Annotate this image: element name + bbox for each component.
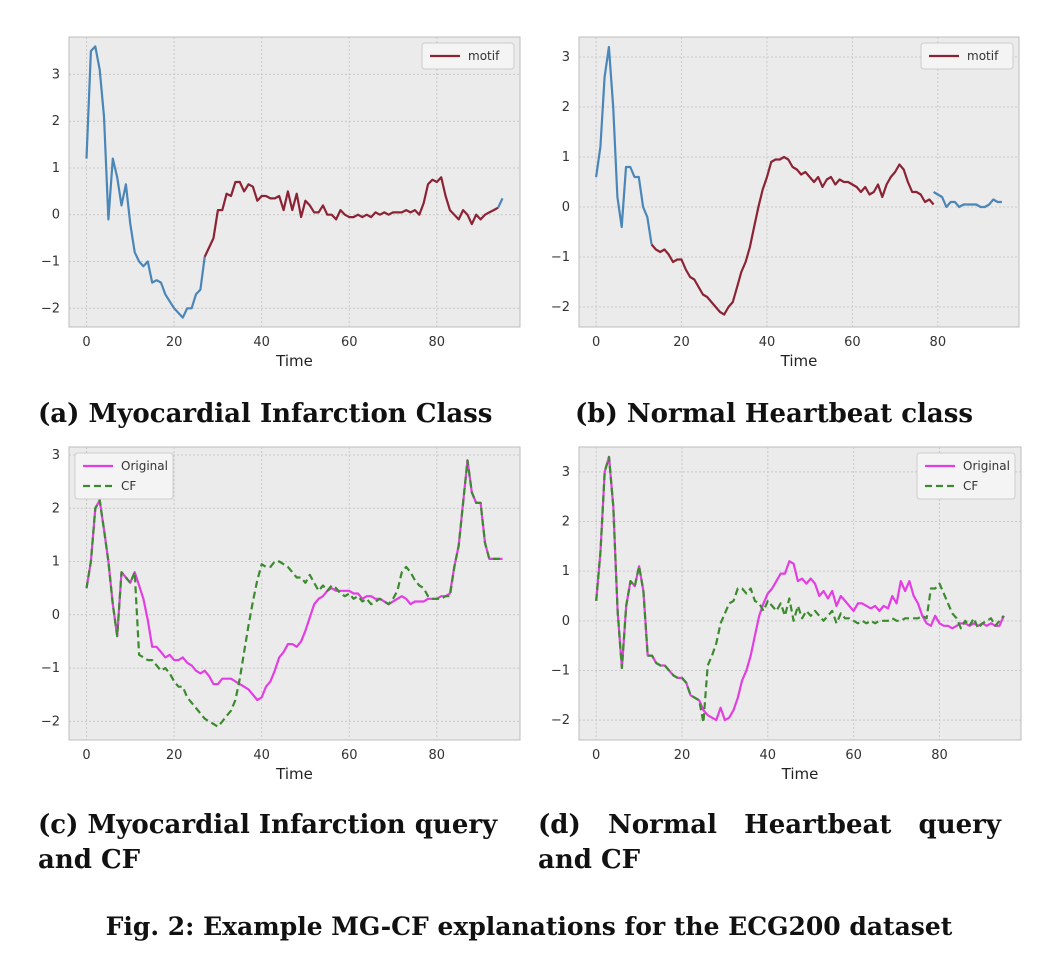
series-line-full — [497, 197, 504, 209]
legend-box — [920, 42, 1014, 70]
chart-panel-c: 0 20 40 60 80 −2 −1 0 1 2 3 Time Original CF — [0, 435, 529, 795]
y-tick-label: 0 — [562, 200, 570, 215]
legend-label: Original — [121, 459, 168, 473]
y-tick-label: 2 — [52, 114, 60, 129]
x-tick-label: 20 — [166, 335, 183, 350]
x-tick-label: 80 — [429, 335, 446, 350]
x-tick-label: 0 — [82, 335, 90, 350]
y-tick-label: 3 — [562, 50, 570, 65]
y-tick-label: 0 — [52, 608, 60, 623]
x-tick-label: 60 — [845, 748, 862, 763]
chart-d: 0 20 40 60 80 −2 −1 0 1 2 3 Time Original CF — [551, 446, 1022, 783]
y-tick-label: −1 — [551, 663, 570, 678]
x-axis-label: Time — [781, 765, 819, 783]
caption-d-line1: (d) Normal Heartbeat query — [538, 810, 1001, 840]
y-tick-label: 3 — [52, 67, 60, 82]
legend-box — [74, 452, 174, 500]
y-tick-label: 1 — [52, 555, 60, 570]
chart-panel-a: 0 20 40 60 80 −2 −1 0 1 2 3 Time motif — [0, 0, 529, 385]
caption-d-line2: and CF — [538, 845, 641, 875]
x-axis-label: Time — [275, 765, 313, 783]
legend-label: Original — [963, 459, 1010, 473]
x-axis-label: Time — [275, 352, 313, 370]
x-tick-label: 60 — [844, 335, 861, 350]
y-tick-label: −1 — [41, 661, 60, 676]
x-tick-label: 40 — [759, 335, 776, 350]
chart-b: 0 20 40 60 80 −2 −1 0 1 2 3 Time motif — [551, 36, 1020, 370]
legend-box — [421, 42, 515, 70]
y-tick-label: 2 — [562, 100, 570, 115]
x-tick-label: 80 — [930, 335, 947, 350]
y-tick-label: −2 — [551, 713, 570, 728]
plot-area — [68, 36, 521, 328]
x-tick-label: 0 — [592, 748, 600, 763]
y-tick-label: −1 — [551, 250, 570, 265]
series-line-cf — [595, 455, 1005, 724]
legend-label: CF — [121, 479, 136, 493]
legend-label: motif — [967, 49, 999, 63]
x-tick-label: 80 — [429, 748, 446, 763]
caption-a: (a) Myocardial Infarction Class — [38, 399, 493, 429]
caption-b: (b) Normal Heartbeat class — [575, 399, 974, 429]
series-line-full — [85, 45, 206, 319]
y-tick-label: 2 — [562, 514, 570, 529]
x-tick-label: 20 — [166, 748, 183, 763]
x-tick-label: 60 — [341, 748, 358, 763]
y-tick-label: 0 — [52, 208, 60, 223]
y-tick-label: −2 — [41, 714, 60, 729]
x-tick-label: 40 — [760, 748, 777, 763]
y-tick-label: 1 — [52, 161, 60, 176]
series-line-full — [595, 45, 653, 245]
y-tick-label: −2 — [41, 301, 60, 316]
series-line-motif — [203, 176, 499, 258]
x-tick-label: 20 — [674, 748, 691, 763]
series-line-original — [595, 455, 1005, 722]
x-tick-label: 60 — [341, 335, 358, 350]
y-tick-label: 1 — [562, 150, 570, 165]
y-tick-label: 3 — [562, 465, 570, 480]
series-line-cf — [85, 459, 503, 728]
y-tick-label: 1 — [562, 564, 570, 579]
caption-c-line2: and CF — [38, 845, 141, 875]
caption-c-line1: (c) Myocardial Infarction query — [38, 810, 498, 840]
figure-caption: Fig. 2: Example MG-CF explanations for t… — [105, 912, 953, 941]
legend-label: motif — [468, 49, 500, 63]
legend-box — [916, 452, 1016, 500]
y-tick-label: 0 — [562, 614, 570, 629]
x-tick-label: 40 — [253, 748, 270, 763]
series-line-motif — [650, 155, 935, 316]
x-tick-label: 20 — [673, 335, 690, 350]
plot-area — [578, 36, 1020, 328]
chart-a: 0 20 40 60 80 −2 −1 0 1 2 3 Time motif — [41, 36, 521, 370]
y-tick-label: −1 — [41, 255, 60, 270]
x-tick-label: 40 — [253, 335, 270, 350]
y-tick-label: −2 — [551, 300, 570, 315]
y-tick-label: 2 — [52, 501, 60, 516]
x-axis-label: Time — [780, 352, 818, 370]
series-line-full — [933, 191, 1002, 209]
y-tick-label: 3 — [52, 448, 60, 463]
legend-label: CF — [963, 479, 978, 493]
x-tick-label: 0 — [82, 748, 90, 763]
x-tick-label: 0 — [592, 335, 600, 350]
chart-panel-d: 0 20 40 60 80 −2 −1 0 1 2 3 Time Original CF — [529, 435, 1058, 795]
x-tick-label: 80 — [931, 748, 948, 763]
chart-c: 0 20 40 60 80 −2 −1 0 1 2 3 Time Original CF — [41, 446, 521, 783]
chart-panel-b: 0 20 40 60 80 −2 −1 0 1 2 3 Time motif — [529, 0, 1058, 385]
